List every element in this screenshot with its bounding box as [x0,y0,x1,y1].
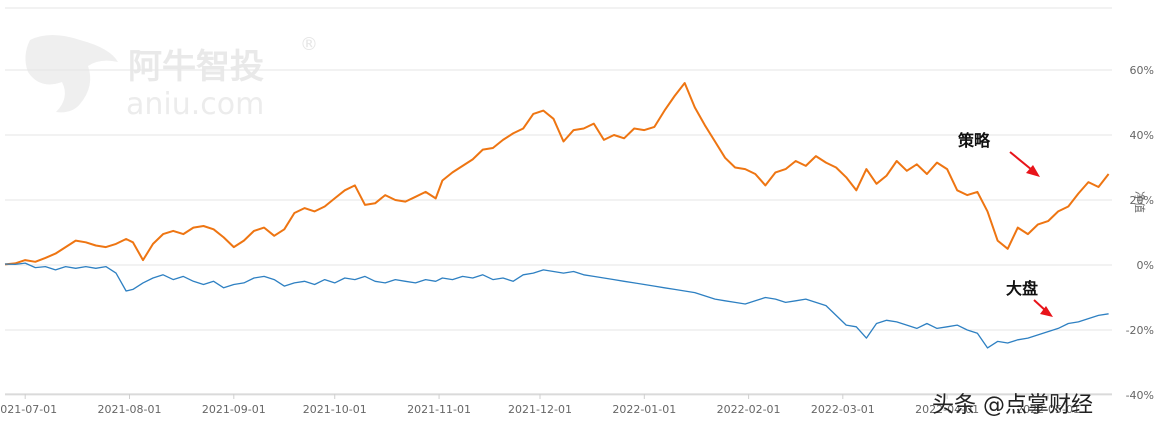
strategy-annotation-label: 策略 [957,131,991,150]
x-tick-label: 2021-11-01 [407,403,471,416]
x-tick-label: 2022-03-01 [811,403,875,416]
watermark-brand: 阿牛智投 [128,47,264,87]
watermark-logo: 阿牛智投 ® aniu.com [25,34,318,122]
x-tick-label: 2021-07-01 [0,403,57,416]
market-arrowhead-icon [1040,306,1053,317]
y-tick-label: 0% [1137,259,1154,272]
x-tick-label: 2022-02-01 [717,403,781,416]
watermark-registered-mark: ® [300,34,318,55]
x-tick-label: 2022-05-01 [1016,403,1080,416]
y-tick-label: -20% [1126,324,1154,337]
gridlines [5,69,1112,396]
strategy-arrowhead-icon [1026,165,1040,177]
x-tick-label: 2022-01-01 [612,403,676,416]
market-annotation-label: 大盘 [1006,279,1038,298]
strategy-arrow-icon [1009,151,1033,171]
y-tick-label: 20% [1130,194,1154,207]
watermark-domain: aniu.com [126,87,264,122]
x-tick-label: 2021-08-01 [98,403,162,416]
y-tick-label: -40% [1126,389,1154,402]
x-axis: 2021-07-01 2021-08-01 2021-09-01 2021-10-01… [0,394,1080,416]
source-watermark: 头条 @点掌财经 [932,393,1093,418]
x-tick-label: 2021-09-01 [202,403,266,416]
x-tick-label: 2021-10-01 [303,403,367,416]
x-tick-label: 2022-04-01 [915,403,979,416]
strategy-series-line [4,82,1110,266]
market-series-line [4,262,1109,349]
annotations: 策略 大盘 [957,131,1053,317]
series-layer [4,82,1110,349]
y-axis-label: 净值 [1133,191,1147,213]
x-tick-label: 2021-12-01 [508,403,572,416]
y-tick-label: 40% [1130,129,1154,142]
y-axis: 60% 40% 20% 0% -20% -40% [1126,64,1154,402]
y-tick-label: 60% [1130,64,1154,77]
bull-logo-icon [25,35,118,113]
